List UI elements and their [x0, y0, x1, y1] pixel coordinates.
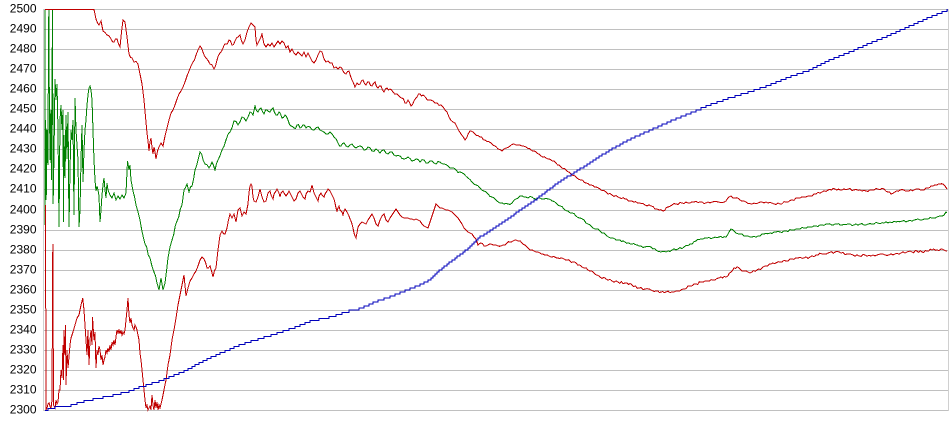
svg-text:2500: 2500 — [10, 2, 37, 16]
svg-text:2350: 2350 — [10, 303, 37, 317]
svg-text:2440: 2440 — [10, 122, 37, 136]
svg-text:2360: 2360 — [10, 283, 37, 297]
svg-text:2300: 2300 — [10, 403, 37, 417]
svg-text:2410: 2410 — [10, 182, 37, 196]
svg-text:2460: 2460 — [10, 82, 37, 96]
svg-text:2380: 2380 — [10, 243, 37, 257]
svg-text:2430: 2430 — [10, 142, 37, 156]
svg-text:2390: 2390 — [10, 223, 37, 237]
svg-text:2370: 2370 — [10, 263, 37, 277]
svg-text:2480: 2480 — [10, 42, 37, 56]
svg-text:2490: 2490 — [10, 22, 37, 36]
svg-text:2470: 2470 — [10, 62, 37, 76]
svg-text:2400: 2400 — [10, 203, 37, 217]
svg-text:2310: 2310 — [10, 383, 37, 397]
svg-text:2320: 2320 — [10, 363, 37, 377]
svg-text:2330: 2330 — [10, 343, 37, 357]
svg-text:2450: 2450 — [10, 102, 37, 116]
svg-text:2340: 2340 — [10, 323, 37, 337]
svg-text:2420: 2420 — [10, 162, 37, 176]
